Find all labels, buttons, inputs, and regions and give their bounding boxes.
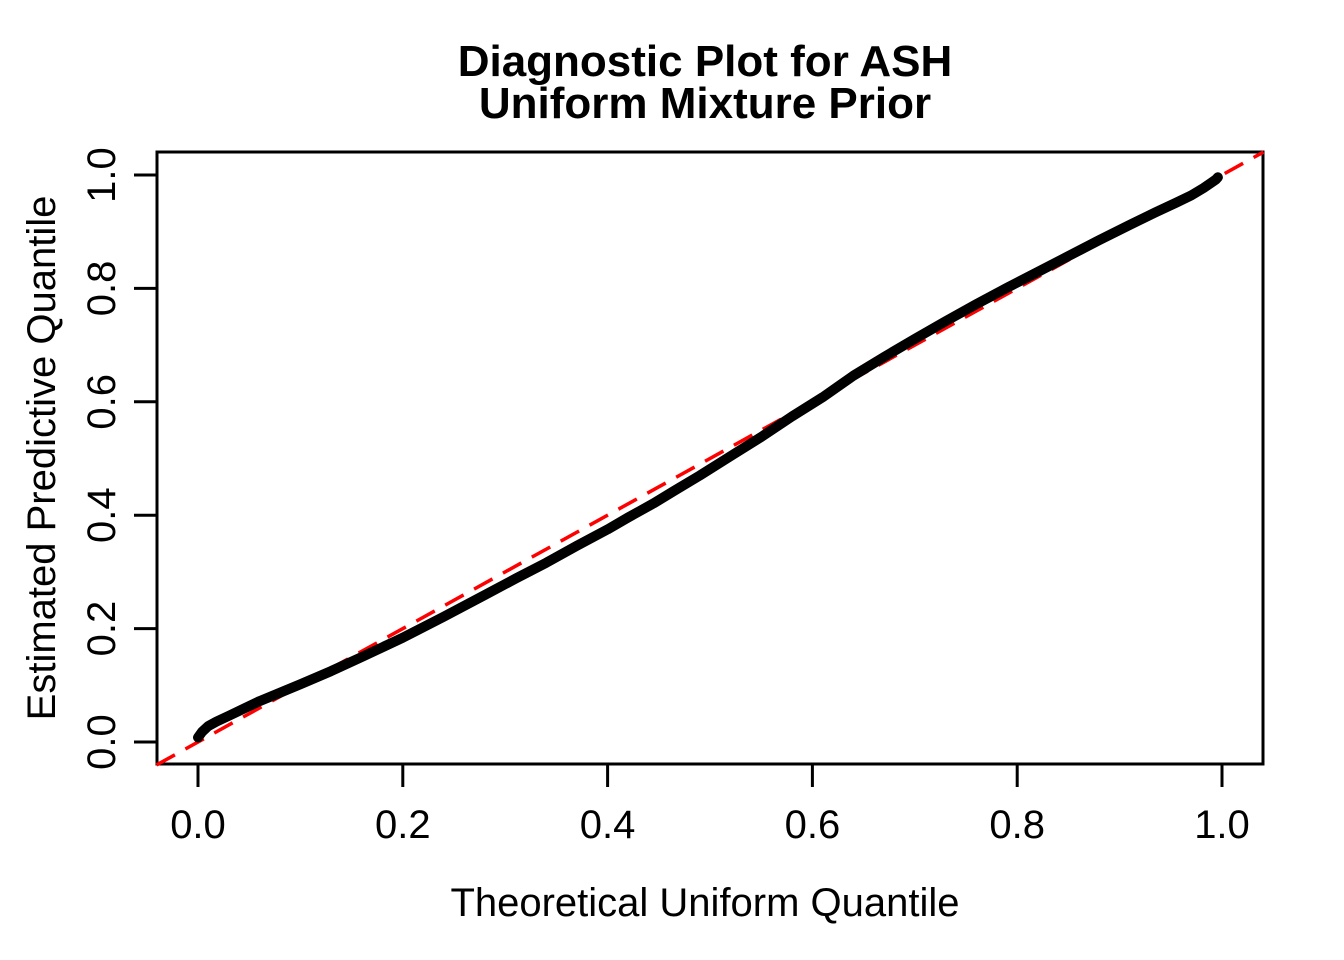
y-tick-label: 0.8 [80, 261, 124, 317]
x-tick-label: 0.8 [989, 803, 1045, 847]
chart-title-line-2: Uniform Mixture Prior [479, 79, 931, 128]
y-tick-label: 0.2 [80, 601, 124, 657]
x-tick-label: 0.0 [170, 803, 226, 847]
x-tick-label: 0.6 [785, 803, 841, 847]
x-axis-tick-labels: 0.0 0.2 0.4 0.6 0.8 1.0 [170, 803, 1250, 847]
y-tick-label: 0.0 [80, 714, 124, 770]
chart-title-line-1: Diagnostic Plot for ASH [458, 37, 953, 86]
x-axis-ticks [196, 764, 1224, 787]
x-tick-label: 0.4 [580, 803, 636, 847]
qq-curve [193, 172, 1223, 743]
y-tick-label: 0.6 [80, 374, 124, 430]
plot-box [155, 150, 1265, 766]
y-axis-label: Estimated Predictive Quantile [20, 196, 64, 721]
x-tick-label: 0.2 [375, 803, 431, 847]
x-axis-label: Theoretical Uniform Quantile [450, 881, 959, 925]
x-tick-label: 1.0 [1194, 803, 1250, 847]
y-axis-ticks [134, 173, 157, 744]
y-axis-tick-labels: 0.0 0.2 0.4 0.6 0.8 1.0 [80, 147, 124, 770]
y-tick-label: 0.4 [80, 487, 124, 543]
y-tick-label: 1.0 [80, 147, 124, 203]
